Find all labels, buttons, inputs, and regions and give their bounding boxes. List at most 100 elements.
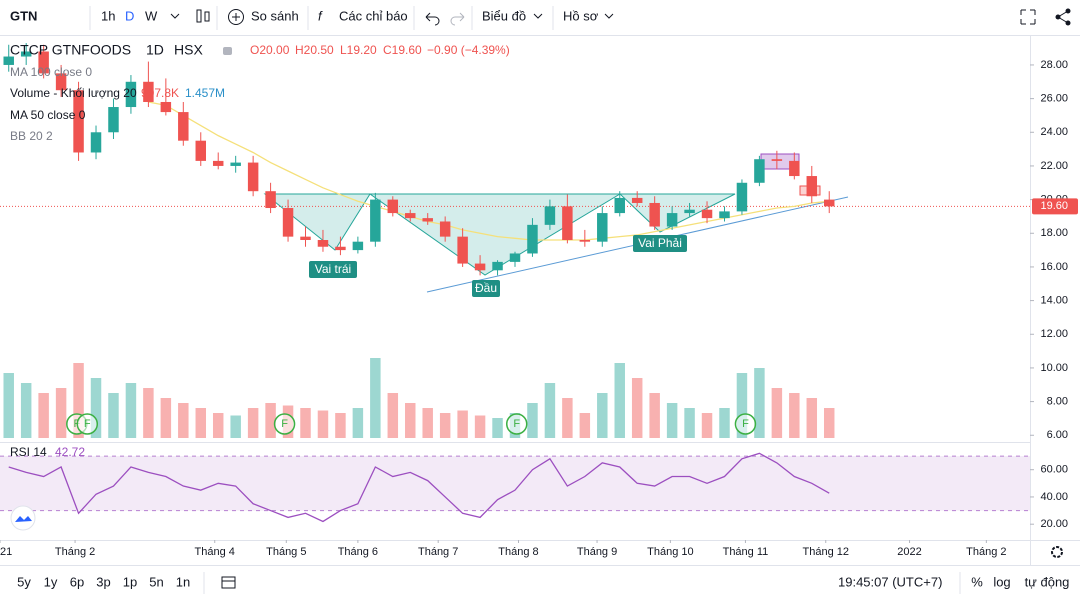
volume-bar bbox=[38, 393, 49, 438]
volume-bar bbox=[701, 413, 713, 438]
study[interactable]: BB 20 2 bbox=[10, 129, 53, 143]
ohlc: C19.60 bbox=[383, 43, 422, 57]
clock: 19:45:07 (UTC+7) bbox=[838, 574, 942, 589]
goto-date[interactable] bbox=[221, 576, 236, 589]
volume-bar bbox=[631, 378, 643, 438]
logo bbox=[15, 516, 32, 522]
event-marker[interactable] bbox=[734, 413, 757, 435]
undo[interactable] bbox=[425, 12, 440, 26]
interval[interactable]: D bbox=[125, 8, 134, 23]
auto-toggle[interactable]: tự động bbox=[1025, 574, 1070, 589]
volume-bar bbox=[789, 393, 800, 438]
rsi-legend[interactable]: RSI 14 bbox=[10, 445, 47, 459]
fullscreen[interactable] bbox=[1020, 9, 1036, 25]
candle-body bbox=[422, 218, 433, 222]
compare[interactable]: So sánh bbox=[251, 8, 299, 23]
candle-body bbox=[125, 81, 137, 108]
candle-body bbox=[73, 90, 84, 153]
logo[interactable] bbox=[10, 505, 36, 531]
x-tick-label: Tháng 6 bbox=[338, 546, 378, 558]
y-tick-label: 28.00 bbox=[1040, 59, 1068, 71]
candle-body bbox=[265, 191, 276, 209]
volume-bar bbox=[527, 403, 538, 438]
candle-body bbox=[405, 213, 416, 219]
y-tick-label: 16.00 bbox=[1040, 261, 1068, 273]
candle-icon[interactable] bbox=[196, 9, 210, 23]
event-label: F bbox=[742, 418, 749, 430]
indicators[interactable]: Các chỉ báo bbox=[339, 8, 408, 23]
x-tick-label: Tháng 10 bbox=[647, 546, 693, 558]
volume-bar bbox=[230, 415, 241, 438]
volume-bar bbox=[178, 403, 189, 438]
price-pane: 28.0026.0024.0022.0020.0018.0016.0014.00… bbox=[0, 43, 1078, 441]
redo[interactable] bbox=[450, 12, 465, 26]
interval[interactable]: 1h bbox=[101, 8, 115, 23]
chart-type[interactable]: Biểu đồ bbox=[482, 8, 526, 23]
profile[interactable]: Hồ sơ bbox=[563, 8, 599, 23]
interval: 1D bbox=[146, 42, 164, 58]
x-tick-label: Tháng 5 bbox=[266, 546, 306, 558]
volume-bar bbox=[212, 413, 224, 438]
settings[interactable] bbox=[1051, 546, 1063, 558]
rsi-line bbox=[8, 452, 830, 523]
candle-body bbox=[387, 199, 399, 214]
percent-toggle[interactable]: % bbox=[971, 574, 983, 589]
range-button[interactable]: 3p bbox=[96, 574, 110, 589]
volume-bar bbox=[160, 398, 172, 438]
last-price-box bbox=[1032, 198, 1078, 215]
volume-bar bbox=[247, 408, 259, 438]
volume-bar bbox=[317, 410, 329, 438]
y-tick-label: 14.00 bbox=[1040, 295, 1068, 307]
x-tick-label: Tháng 2 bbox=[55, 546, 95, 558]
plus-icon[interactable] bbox=[228, 9, 244, 25]
volume-bar bbox=[300, 408, 311, 438]
study[interactable]: MA 100 close 0 bbox=[10, 65, 92, 79]
volume-bar bbox=[824, 408, 835, 438]
annotations: Vai trái Đầu Vai Phải bbox=[309, 235, 687, 297]
study-value: 1.457M bbox=[185, 86, 225, 100]
ohlc: L19.20 bbox=[340, 43, 377, 57]
event-label: F bbox=[513, 418, 520, 430]
symbol[interactable]: GTN bbox=[10, 8, 37, 23]
range-button[interactable]: 6p bbox=[70, 574, 84, 589]
chevron[interactable] bbox=[170, 13, 180, 19]
label-box bbox=[309, 261, 357, 278]
candle-body bbox=[614, 197, 625, 214]
study[interactable]: Volume - Khối lượng 20 bbox=[10, 86, 137, 100]
volume-bar bbox=[457, 410, 468, 438]
y-tick-label: 20.00 bbox=[1040, 518, 1068, 530]
volume-bar bbox=[771, 388, 783, 438]
candle-body bbox=[544, 206, 556, 225]
volume-bar bbox=[422, 408, 433, 438]
share[interactable] bbox=[1055, 8, 1071, 26]
x-tick-label: 2021 bbox=[0, 546, 12, 558]
candle-body bbox=[195, 140, 206, 161]
event-marker[interactable] bbox=[273, 413, 296, 435]
range-button[interactable]: 1n bbox=[176, 574, 190, 589]
event-marker[interactable] bbox=[76, 413, 99, 435]
candle-body bbox=[649, 202, 660, 227]
volume-bar bbox=[55, 388, 67, 438]
interval[interactable]: W bbox=[145, 8, 158, 23]
range-button[interactable]: 1y bbox=[44, 574, 58, 589]
volume-bar bbox=[649, 393, 660, 438]
log-toggle[interactable]: log bbox=[993, 574, 1010, 589]
y-tick-label: 24.00 bbox=[1040, 126, 1068, 138]
fx-icon[interactable]: f bbox=[318, 8, 323, 23]
change: −0.90 (−4.39%) bbox=[427, 43, 510, 57]
volume-bar bbox=[265, 403, 276, 438]
candle-body bbox=[631, 197, 643, 203]
range-button[interactable]: 5y bbox=[17, 574, 31, 589]
volume-bar bbox=[335, 413, 346, 438]
event-marker[interactable] bbox=[505, 413, 528, 435]
range-button[interactable]: 5n bbox=[149, 574, 163, 589]
y-tick-label: 18.00 bbox=[1040, 227, 1068, 239]
volume-bar bbox=[387, 393, 399, 438]
volume-bar bbox=[90, 378, 102, 438]
volume-bar bbox=[806, 398, 818, 438]
range-button[interactable]: 1p bbox=[123, 574, 137, 589]
rsi-pane: 60.00 40.00 20.00 bbox=[0, 452, 1068, 530]
exchange: HSX bbox=[174, 42, 203, 58]
study[interactable]: MA 50 close 0 bbox=[10, 108, 86, 122]
